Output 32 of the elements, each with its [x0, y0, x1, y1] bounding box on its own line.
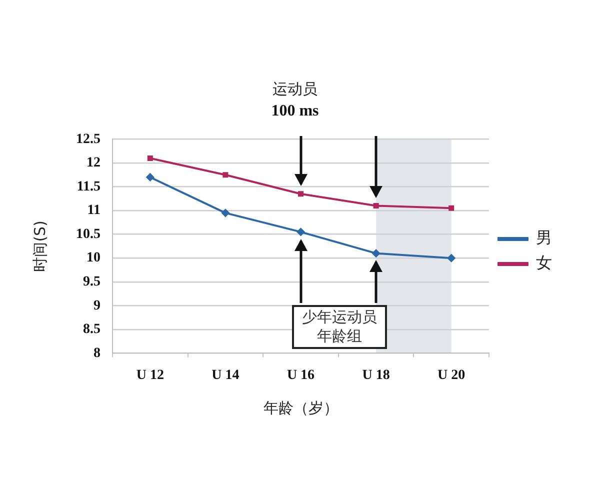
y-tick-label: 12 — [86, 156, 100, 171]
point — [447, 254, 456, 262]
chart-title: 运动员 — [272, 80, 318, 98]
point — [146, 173, 154, 182]
point — [296, 228, 305, 236]
legend-label: 男 — [536, 230, 552, 248]
x-tick-label: U 20 — [438, 368, 466, 384]
annotation: 少年运动员年龄组 — [292, 305, 388, 349]
point — [147, 155, 153, 161]
y-tick-label: 11 — [87, 203, 100, 218]
x-tick-label: U 16 — [286, 368, 315, 384]
y-tick-label: 12.5 — [76, 132, 100, 147]
y-tick-label: 10.5 — [76, 226, 100, 242]
y-axis-title: 时间(S) — [30, 220, 49, 272]
x-tick-label: U 14 — [212, 368, 240, 384]
y-tick-label: 10 — [86, 250, 100, 266]
y-tick-label: 9 — [94, 298, 100, 314]
point — [222, 172, 228, 178]
x-tick-label: U 12 — [136, 368, 164, 384]
y-tick-label: 8 — [94, 346, 100, 361]
point — [372, 249, 380, 258]
point — [221, 208, 230, 218]
point — [373, 203, 379, 209]
legend-label: 女 — [536, 255, 552, 272]
chart-subtitle: 100 ms — [271, 102, 319, 120]
y-tick-label: 11.5 — [76, 179, 100, 194]
x-tick-label: U 18 — [362, 368, 390, 384]
x-axis-title: 年龄（岁） — [263, 398, 338, 417]
point — [298, 191, 304, 197]
y-tick-label: 9.5 — [83, 274, 100, 290]
y-tick-label: 8.5 — [83, 322, 100, 338]
point — [448, 205, 454, 211]
